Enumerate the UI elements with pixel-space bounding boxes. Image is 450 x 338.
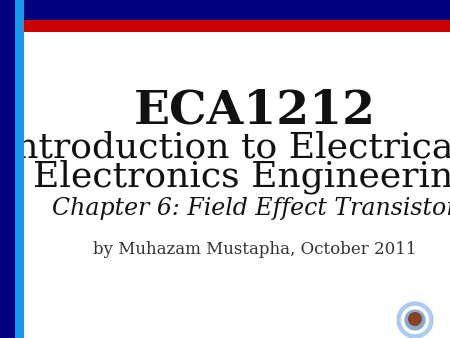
Text: by Muhazam Mustapha, October 2011: by Muhazam Mustapha, October 2011 [93,241,417,258]
Circle shape [401,307,428,334]
Text: Electronics Engineering: Electronics Engineering [33,160,450,194]
Circle shape [405,310,425,330]
Text: Chapter 6: Field Effect Transistor: Chapter 6: Field Effect Transistor [52,196,450,219]
Text: Introduction to Electrical &: Introduction to Electrical & [1,131,450,165]
Circle shape [409,313,421,325]
Circle shape [397,302,433,338]
Text: ECA1212: ECA1212 [134,87,376,133]
